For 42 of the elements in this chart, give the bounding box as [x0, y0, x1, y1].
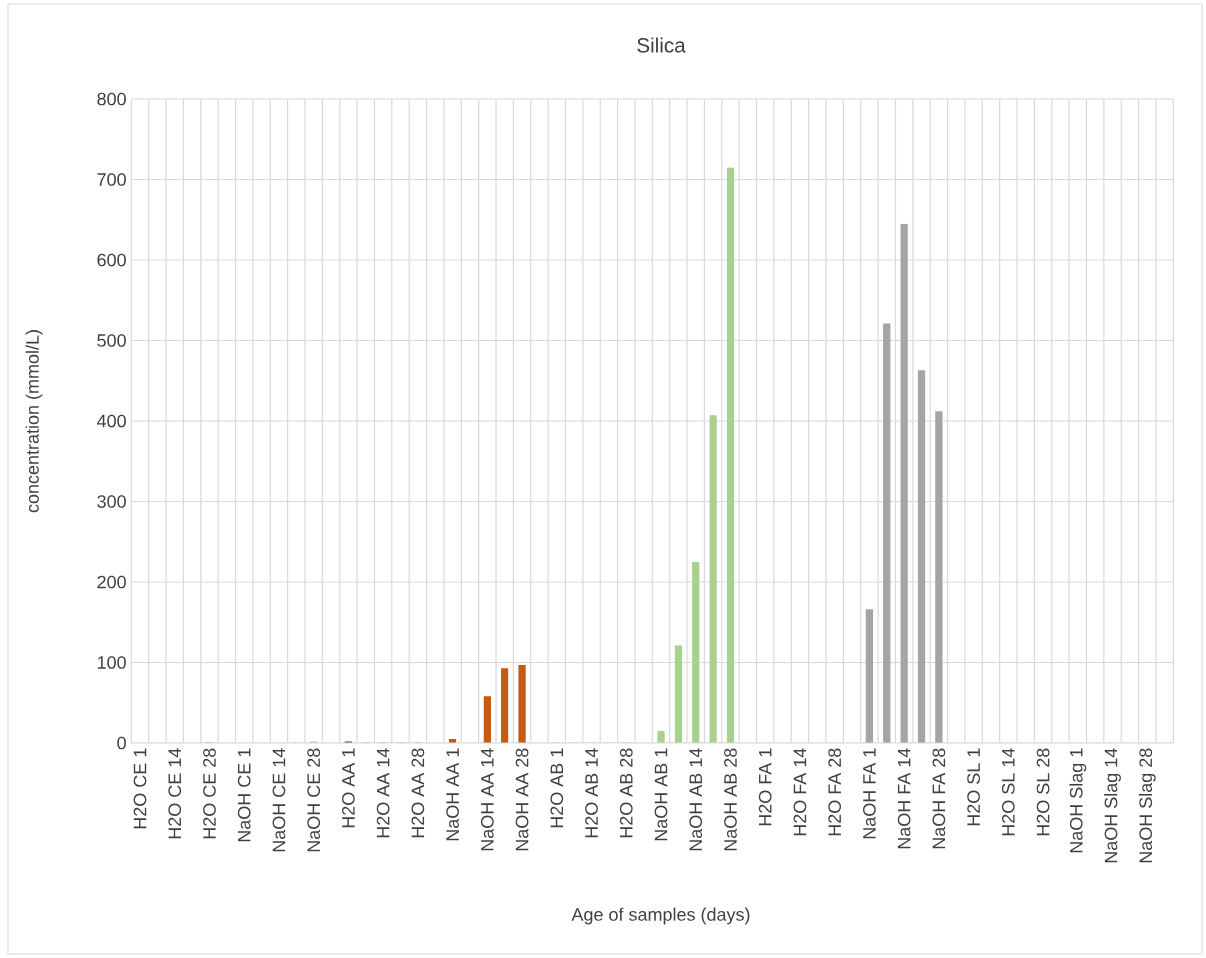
- x-tick-label: H2O AB 14: [585, 748, 598, 838]
- x-tick-label: H2O AA 1: [342, 748, 355, 828]
- x-tick-label: H2O FA 1: [758, 748, 772, 826]
- x-tick-label: H2O CE 28: [203, 748, 216, 839]
- x-tick-label: NaOH Slag 28: [1138, 748, 1156, 863]
- x-tick-label: H2O FA 28: [828, 748, 842, 836]
- x-tick-label: H2O CE 14: [168, 748, 182, 839]
- x-tick-label: NaOH AB 28: [724, 748, 737, 851]
- y-tick-label: 300: [97, 495, 126, 508]
- x-tick-label: NaOH FA 14: [897, 748, 911, 849]
- y-tick-label: 400: [97, 414, 126, 428]
- x-tick-label: NaOH AB 14: [689, 748, 703, 851]
- x-tick-label: NaOH Slag 1: [1069, 748, 1087, 853]
- y-tick-label: 600: [97, 253, 126, 267]
- x-tick-label: H2O AA 28: [411, 748, 425, 838]
- x-tick-label: H2O AA 14: [376, 748, 390, 838]
- x-tick-label: NaOH CE 28: [307, 748, 321, 852]
- x-tick-label: NaOH AA 1: [446, 748, 459, 841]
- x-tick-label: H2O AB 28: [619, 748, 633, 838]
- y-tick-label: 100: [97, 656, 126, 669]
- x-tick-label: H2O SL 1: [967, 748, 980, 826]
- y-tick-label: 800: [97, 92, 126, 106]
- x-tick-label: NaOH CE 1: [237, 748, 251, 842]
- x-tick-label: NaOH AB 1: [654, 748, 668, 841]
- x-tick-label: H2O SL 14: [1001, 748, 1015, 836]
- x-tick-label: NaOH Slag 14: [1104, 748, 1121, 863]
- x-tick-label: H2O CE 1: [133, 748, 147, 829]
- y-tick-label: 500: [97, 334, 126, 347]
- y-tick-label: 200: [97, 575, 126, 589]
- x-axis-title: Age of samples (days): [571, 907, 750, 925]
- y-axis-title: concentration (mmol/L): [25, 330, 43, 513]
- x-tick-label: H2O AB 1: [550, 748, 564, 828]
- x-tick-label: NaOH FA 28: [932, 748, 946, 849]
- y-tick-label: 700: [97, 173, 126, 186]
- x-tick-label: H2O SL 28: [1036, 748, 1050, 836]
- x-tick-label: NaOH AA 28: [515, 748, 529, 851]
- y-tick-label: 0: [117, 736, 126, 750]
- chart-title: Silica: [637, 37, 686, 53]
- x-tick-label: NaOH FA 1: [863, 748, 876, 839]
- x-tick-label: NaOH CE 14: [272, 748, 286, 852]
- x-tick-label: NaOH AA 14: [480, 748, 494, 851]
- x-tick-label: H2O FA 14: [793, 748, 807, 836]
